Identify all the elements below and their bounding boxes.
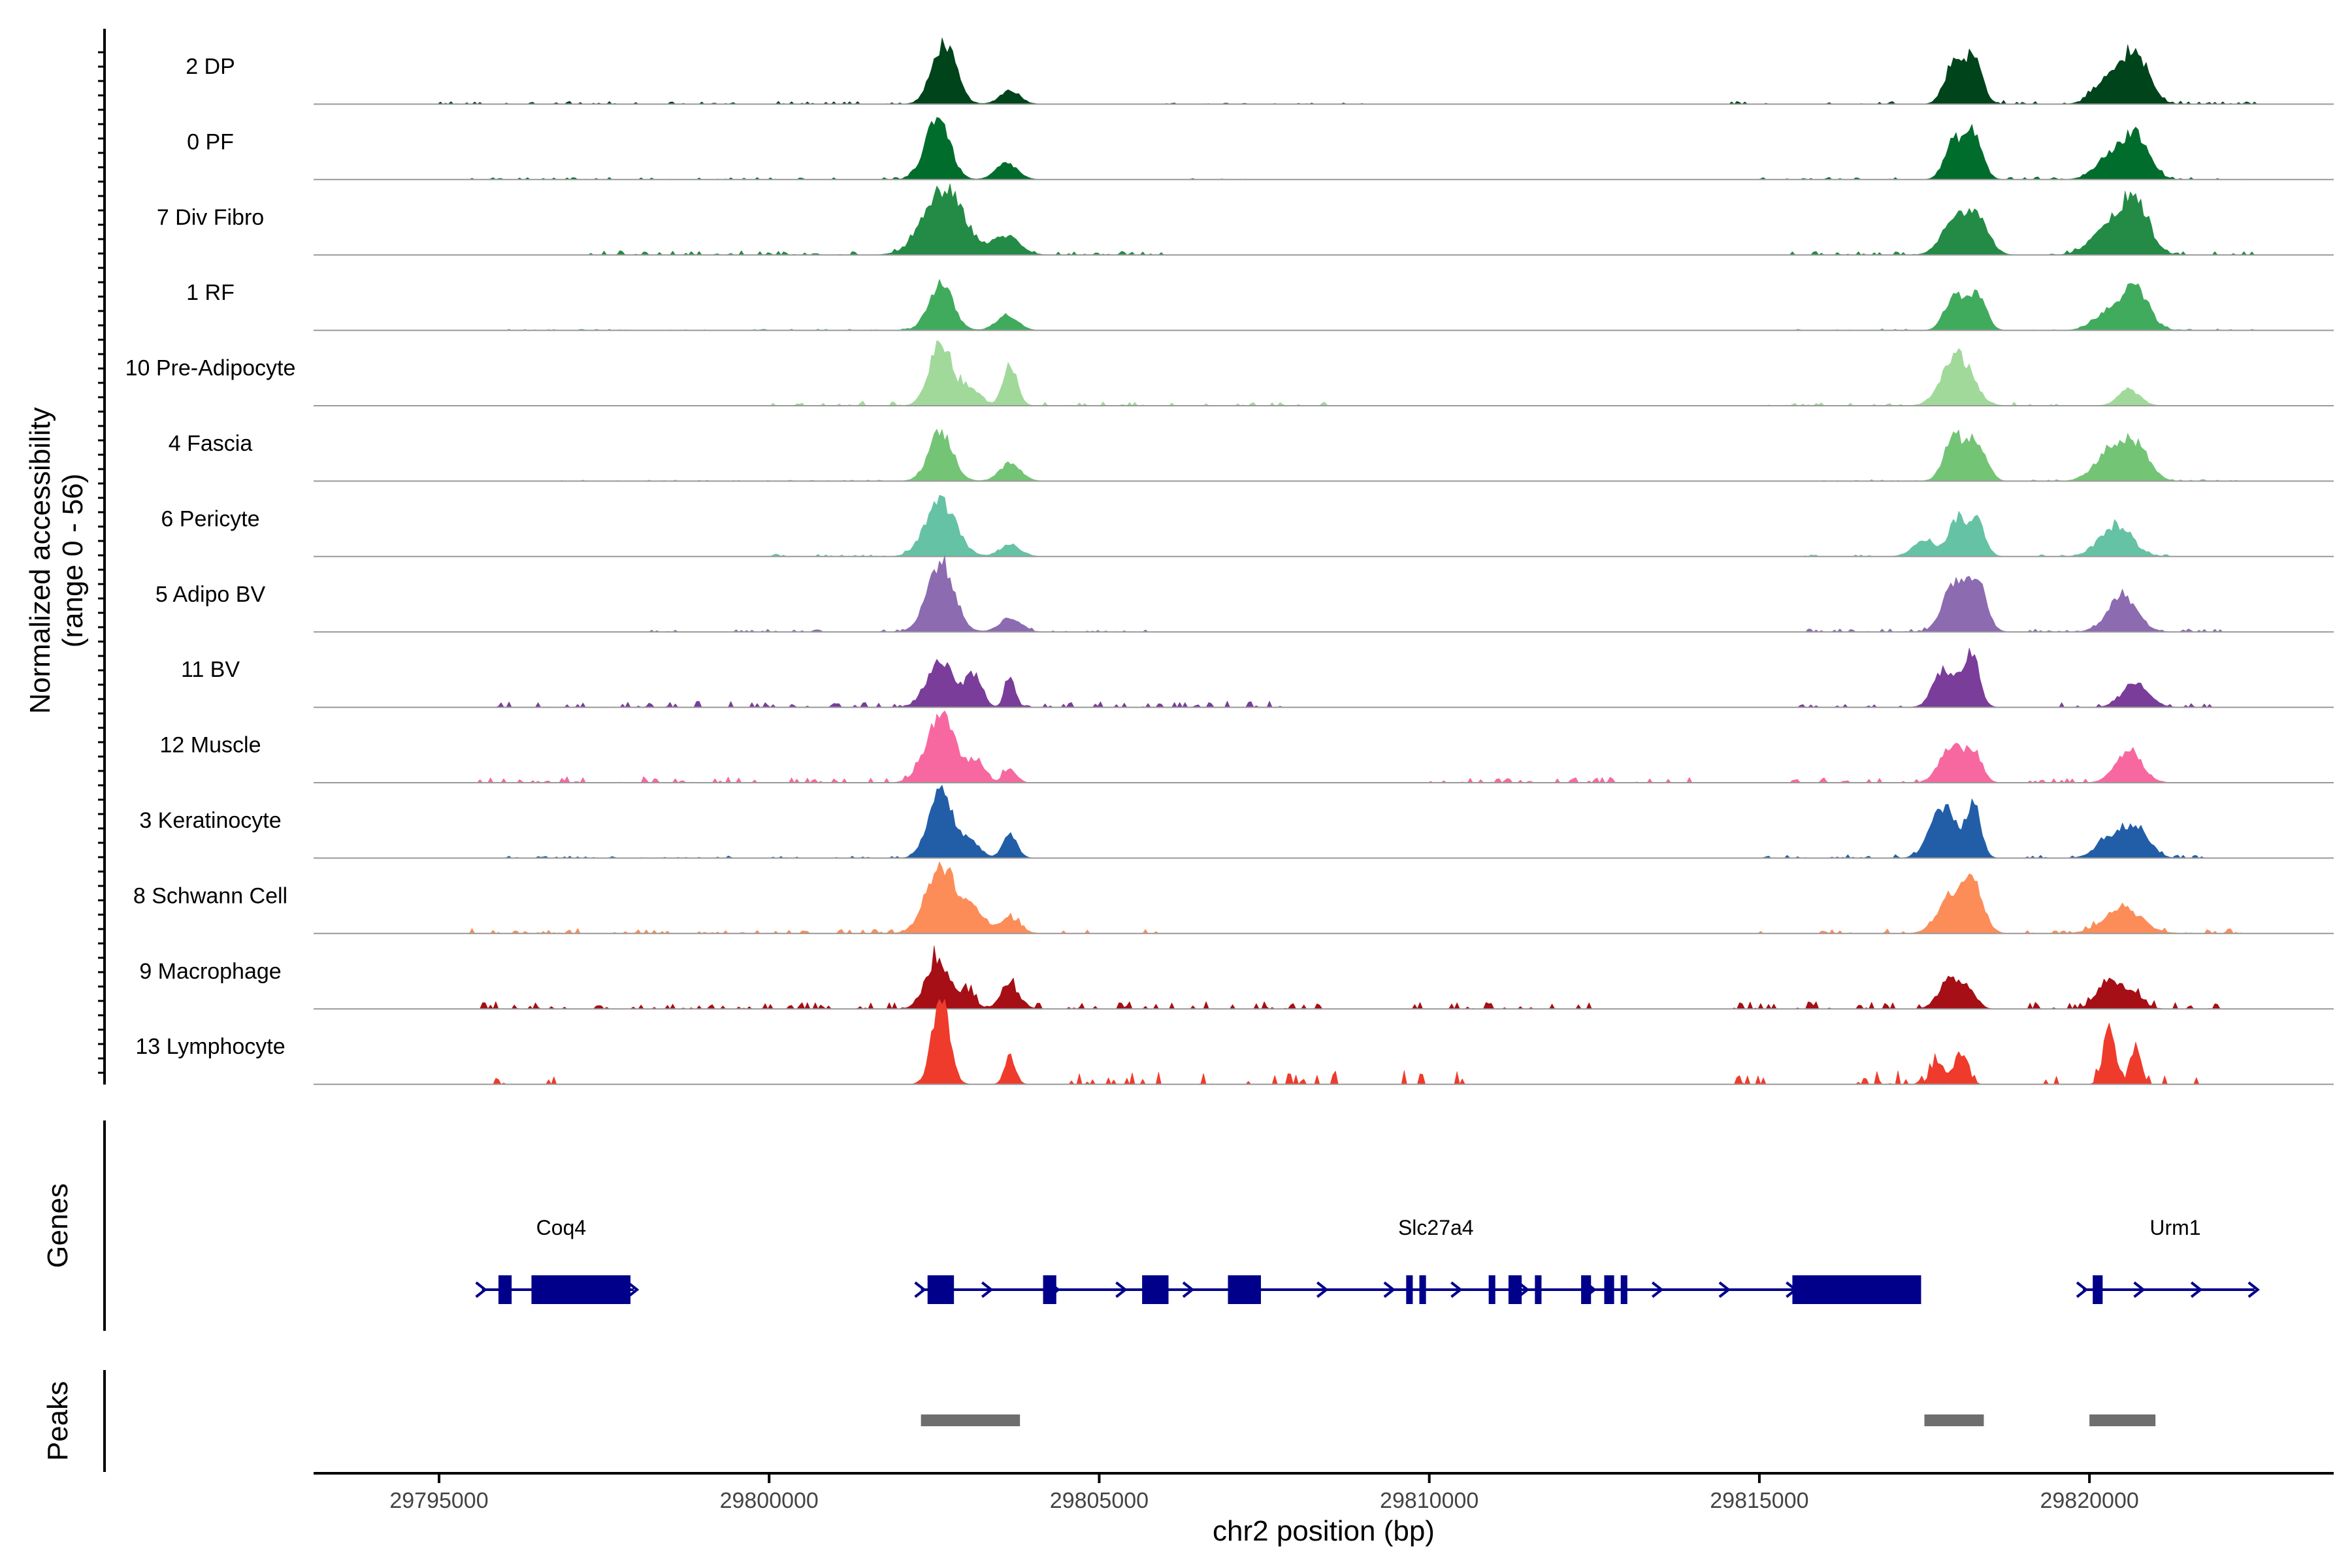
track-11-bv: 11 BV xyxy=(181,647,2334,708)
gene-exon xyxy=(1043,1275,1056,1304)
gene-exon xyxy=(1792,1275,1921,1304)
strand-arrow xyxy=(2076,1281,2089,1298)
x-axis-tick-label: 29805000 xyxy=(1050,1488,1149,1513)
track-9-macrophage: 9 Macrophage xyxy=(139,945,2334,1010)
gene-exon xyxy=(1406,1275,1413,1304)
strand-arrow xyxy=(1450,1281,1463,1298)
gene-exon xyxy=(1620,1275,1627,1304)
gene-exon xyxy=(927,1275,955,1304)
gene-exon xyxy=(1604,1275,1614,1304)
gene-exon xyxy=(1419,1275,1426,1304)
gene-coq4: Coq4 xyxy=(475,1216,640,1304)
strand-arrow xyxy=(1718,1281,1731,1298)
gene-slc27a4: Slc27a4 xyxy=(914,1216,1921,1304)
track-label: 4 Fascia xyxy=(169,431,253,456)
peak-region-bar xyxy=(921,1414,1021,1426)
track-4-fascia: 4 Fascia xyxy=(169,429,2334,482)
track-8-schwann-cell: 8 Schwann Cell xyxy=(133,861,2334,934)
strand-arrow xyxy=(1383,1281,1396,1298)
gene-exon xyxy=(1535,1275,1542,1304)
strand-arrow xyxy=(627,1281,640,1298)
track-10-pre-adipocyte: 10 Pre-Adipocyte xyxy=(125,340,2334,406)
y-axis-title: Normalized accessibility (range 0 - 56) xyxy=(24,407,89,713)
gene-exon xyxy=(531,1275,631,1304)
peaks-panel-label: Peaks xyxy=(42,1381,74,1461)
strand-arrow xyxy=(1316,1281,1329,1298)
gene-exon xyxy=(498,1275,512,1304)
gene-exon xyxy=(1508,1275,1522,1304)
track-label: 13 Lymphocyte xyxy=(135,1034,285,1059)
track-2-dp: 2 DP xyxy=(186,37,2334,105)
gene-label: Urm1 xyxy=(2149,1216,2200,1239)
track-label: 0 PF xyxy=(187,129,234,154)
track-5-adipo-bv: 5 Adipo BV xyxy=(155,555,2334,633)
peak-region-track xyxy=(921,1414,2156,1426)
strand-arrow xyxy=(1182,1281,1195,1298)
track-6-pericyte: 6 Pericyte xyxy=(161,495,2334,557)
gene-exon xyxy=(1488,1275,1495,1304)
track-13-lymphocyte: 13 Lymphocyte xyxy=(135,999,2334,1085)
track-label: 5 Adipo BV xyxy=(155,582,266,607)
track-label: 1 RF xyxy=(186,280,235,305)
track-0-pf: 0 PF xyxy=(187,117,2334,180)
gene-exon xyxy=(1581,1275,1592,1304)
gene-annotation-track: Coq4 Slc27a4 Urm1 xyxy=(475,1216,2260,1304)
track-label: 9 Macrophage xyxy=(139,959,281,984)
track-label: 10 Pre-Adipocyte xyxy=(125,356,296,381)
gene-exon xyxy=(1142,1275,1169,1304)
genes-panel-label: Genes xyxy=(42,1183,74,1268)
track-label: 7 Div Fibro xyxy=(157,205,264,230)
strand-arrow xyxy=(475,1281,487,1298)
strand-arrow xyxy=(1651,1281,1664,1298)
peak-region-bar xyxy=(2089,1414,2156,1426)
gene-urm1: Urm1 xyxy=(2076,1216,2260,1304)
track-12-muscle: 12 Muscle xyxy=(160,710,2334,783)
y-axis-title-line2: (range 0 - 56) xyxy=(57,474,89,648)
track-label: 12 Muscle xyxy=(160,733,261,758)
gene-label: Slc27a4 xyxy=(1398,1216,1474,1239)
strand-arrow xyxy=(981,1281,994,1298)
x-axis-tick-label: 29820000 xyxy=(2040,1488,2138,1513)
x-axis-ticks: 29795000 29800000 29805000 29810000 29815000… xyxy=(389,1473,2139,1513)
x-axis-title: chr2 position (bp) xyxy=(1213,1515,1435,1547)
x-axis-tick-label: 29810000 xyxy=(1380,1488,1478,1513)
gene-exon xyxy=(1228,1275,1262,1304)
track-3-keratinocyte: 3 Keratinocyte xyxy=(139,785,2334,859)
x-axis-tick-label: 29800000 xyxy=(720,1488,819,1513)
gene-label: Coq4 xyxy=(536,1216,587,1239)
peak-region-bar xyxy=(1924,1414,1984,1426)
strand-arrow xyxy=(2247,1281,2260,1298)
y-axis-minor-ticks xyxy=(98,51,105,1074)
track-label: 6 Pericyte xyxy=(161,506,259,531)
x-axis-tick-label: 29795000 xyxy=(389,1488,488,1513)
track-1-rf: 1 RF xyxy=(186,279,2334,331)
gene-exon xyxy=(2093,1275,2103,1304)
track-label: 2 DP xyxy=(186,54,235,79)
strand-arrow xyxy=(2190,1281,2203,1298)
x-axis-tick-label: 29815000 xyxy=(1710,1488,1808,1513)
coverage-tracks: 2 DP 0 PF 7 Div Fibro 1 RF 10 Pre-Adipocyte 4… xyxy=(125,37,2334,1085)
strand-arrow xyxy=(914,1281,926,1298)
track-label: 11 BV xyxy=(181,657,240,682)
strand-arrow xyxy=(1115,1281,1128,1298)
track-label: 3 Keratinocyte xyxy=(139,808,281,833)
track-7-div-fibro: 7 Div Fibro xyxy=(157,183,2334,256)
y-axis-title-line1: Normalized accessibility xyxy=(24,407,56,713)
strand-arrow xyxy=(2133,1281,2146,1298)
track-label: 8 Schwann Cell xyxy=(133,883,287,908)
